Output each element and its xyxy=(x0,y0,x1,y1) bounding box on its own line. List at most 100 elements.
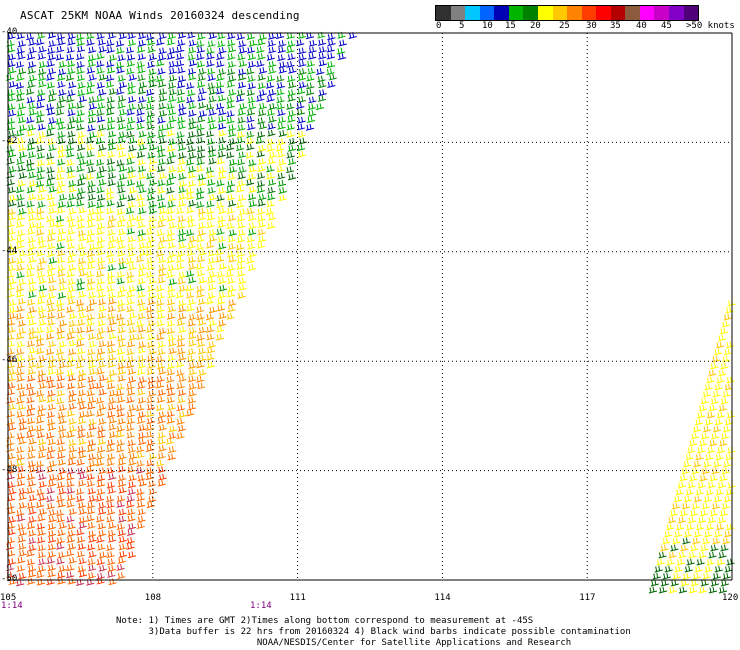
wind-barb xyxy=(67,102,77,110)
wind-barb xyxy=(187,67,197,75)
wind-barb xyxy=(216,297,226,305)
wind-barb xyxy=(85,325,95,333)
wind-barb xyxy=(308,52,317,60)
wind-barb xyxy=(116,410,125,418)
wind-barb xyxy=(187,220,196,228)
wind-barb xyxy=(217,122,227,130)
wind-barb xyxy=(147,61,156,69)
wind-barb xyxy=(188,73,197,81)
wind-barb xyxy=(88,361,97,369)
wind-barb xyxy=(77,144,86,152)
wind-barb xyxy=(98,144,107,151)
wind-barb xyxy=(691,432,700,440)
wind-barb xyxy=(146,501,155,509)
wind-barb xyxy=(157,437,166,445)
wind-barb xyxy=(157,276,166,284)
wind-barb xyxy=(67,285,76,293)
wind-barb xyxy=(48,284,57,292)
wind-barb xyxy=(176,250,186,258)
legend-swatch xyxy=(639,6,655,20)
wind-barb xyxy=(147,382,156,390)
wind-barb xyxy=(18,529,27,537)
wind-barb xyxy=(208,157,217,165)
wind-barb xyxy=(719,439,728,447)
wind-barb xyxy=(116,523,125,531)
wind-barb xyxy=(46,411,56,419)
wind-barb xyxy=(17,514,26,522)
wind-barb xyxy=(719,474,728,482)
wind-barb xyxy=(177,75,187,83)
wind-barb xyxy=(67,109,76,117)
wind-barb xyxy=(267,129,276,137)
wind-barb xyxy=(17,102,27,110)
wind-barb xyxy=(148,277,157,285)
wind-barb xyxy=(97,327,106,335)
wind-barb xyxy=(26,186,36,194)
wind-barb xyxy=(58,68,67,76)
wind-barb xyxy=(710,579,719,587)
wind-barb xyxy=(688,551,697,559)
wind-barb xyxy=(208,95,217,103)
wind-barb xyxy=(235,95,245,103)
wind-barb xyxy=(206,241,215,249)
wind-barb xyxy=(196,313,205,321)
wind-barb xyxy=(188,199,197,207)
wind-barb xyxy=(88,396,97,404)
wind-barb xyxy=(148,495,157,503)
wind-barb xyxy=(38,473,47,481)
wind-barb xyxy=(178,235,187,243)
wind-barb xyxy=(268,213,277,221)
wind-barb xyxy=(18,493,27,501)
wind-barb xyxy=(207,276,216,284)
wind-barb xyxy=(669,509,679,517)
wind-barb xyxy=(268,46,277,54)
wind-barb xyxy=(157,165,166,173)
wind-barb xyxy=(720,579,729,587)
wind-barb xyxy=(136,151,146,159)
wind-barb xyxy=(47,312,56,320)
wind-barb xyxy=(67,355,76,363)
wind-barb xyxy=(137,277,146,285)
legend-swatch xyxy=(567,6,582,20)
wind-barb xyxy=(227,243,236,250)
wind-barb xyxy=(684,530,693,538)
wind-barb xyxy=(336,47,346,55)
wind-barb xyxy=(118,173,128,181)
wind-barb xyxy=(138,186,147,194)
wind-barb xyxy=(236,263,245,270)
wind-barb xyxy=(26,522,36,530)
wind-barb xyxy=(67,297,76,305)
wind-barb xyxy=(196,243,205,251)
wind-barb xyxy=(7,382,16,390)
wind-barb xyxy=(57,500,66,508)
wind-barb xyxy=(86,431,95,439)
wind-barb xyxy=(76,299,85,307)
wind-barb xyxy=(197,382,206,390)
wind-barb xyxy=(97,124,107,132)
wind-barb xyxy=(46,81,55,89)
wind-barb xyxy=(125,207,135,215)
wind-barb xyxy=(188,180,197,188)
wind-barb xyxy=(47,550,56,558)
wind-barb xyxy=(77,263,86,271)
wind-barb xyxy=(36,249,45,257)
wind-barb xyxy=(680,544,689,552)
wind-barb xyxy=(77,501,87,509)
wind-barb xyxy=(126,257,135,265)
wind-barb xyxy=(206,200,215,208)
wind-barb xyxy=(97,508,107,516)
wind-barb xyxy=(117,374,126,382)
wind-barb xyxy=(257,214,266,222)
wind-barb xyxy=(188,332,197,340)
wind-barb xyxy=(237,124,246,132)
wind-barb xyxy=(307,109,317,117)
wind-barb xyxy=(8,194,18,202)
wind-barb xyxy=(27,249,36,257)
wind-barb xyxy=(16,257,25,265)
wind-barb xyxy=(28,347,37,354)
wind-barb xyxy=(56,234,66,242)
wind-barb xyxy=(188,122,197,130)
wind-barb xyxy=(57,81,66,89)
wind-barb xyxy=(308,96,317,104)
wind-barb xyxy=(77,257,87,265)
